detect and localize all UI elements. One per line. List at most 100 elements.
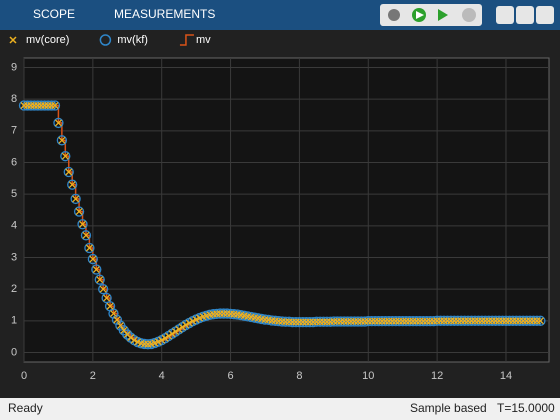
marker-circle <box>514 315 525 326</box>
y-tick-label: 0 <box>11 346 17 358</box>
marker-circle <box>366 315 377 327</box>
marker-circle <box>108 308 119 319</box>
x-tick-label: 2 <box>90 370 96 382</box>
undock-button[interactable] <box>516 6 534 24</box>
marker-circle <box>380 315 391 327</box>
marker-x <box>189 317 197 325</box>
marker-x <box>85 244 93 252</box>
marker-circle <box>352 316 364 327</box>
marker-circle <box>80 230 92 241</box>
run-icon <box>416 11 424 19</box>
tab[interactable]: MEASUREMENTS <box>114 7 215 21</box>
y-tick-label: 5 <box>11 188 17 200</box>
marker-circle <box>466 315 477 326</box>
marker-circle <box>452 315 463 326</box>
marker-circle <box>400 315 412 327</box>
marker-x <box>75 208 83 216</box>
legend-swatch <box>9 36 17 44</box>
marker-circle <box>445 315 457 326</box>
sim-controls <box>380 4 482 26</box>
y-tick-label: 3 <box>11 251 17 263</box>
marker-circle <box>487 315 498 326</box>
marker-x <box>192 316 200 324</box>
marker-x <box>106 302 114 310</box>
marker-x <box>99 285 107 293</box>
x-tick-label: 6 <box>227 370 233 382</box>
marker-circle <box>476 315 488 326</box>
menu-button[interactable] <box>536 6 554 24</box>
y-tick-label: 7 <box>11 125 17 137</box>
marker-x <box>165 332 173 340</box>
marker-circle <box>60 151 71 162</box>
x-tick-label: 8 <box>296 370 302 382</box>
marker-circle <box>418 315 429 327</box>
marker-circle <box>70 193 81 205</box>
marker-x <box>175 325 183 333</box>
marker-circle <box>36 100 47 111</box>
marker-x <box>178 323 186 331</box>
marker-circle <box>349 316 360 327</box>
marker-circle <box>67 179 78 190</box>
marker-circle <box>321 316 333 327</box>
marker-circle <box>483 315 494 326</box>
stop-button[interactable] <box>462 8 476 22</box>
legend-label: mv <box>196 34 211 46</box>
marker-x <box>82 231 90 239</box>
marker-circle <box>32 100 43 111</box>
marker-circle <box>407 315 419 327</box>
marker-circle <box>297 316 309 328</box>
marker-x <box>536 317 544 325</box>
marker-circle <box>77 219 88 230</box>
step-forward-button[interactable] <box>438 9 448 21</box>
marker-x <box>161 334 169 342</box>
marker-circle <box>493 315 505 326</box>
legend-label: mv(kf) <box>117 34 148 46</box>
marker-x <box>158 336 166 344</box>
marker-circle <box>425 315 436 327</box>
x-tick-label: 0 <box>21 370 27 382</box>
tab[interactable]: SCOPE <box>33 7 75 21</box>
marker-circle <box>469 315 481 326</box>
help-button[interactable] <box>496 6 514 24</box>
marker-circle <box>342 316 353 327</box>
marker-circle <box>414 315 426 327</box>
legend-swatch <box>179 34 194 46</box>
marker-circle <box>497 315 508 326</box>
marker-circle <box>339 316 350 327</box>
marker-circle <box>53 117 64 129</box>
marker-circle <box>528 315 539 326</box>
legend-label: mv(core) <box>26 34 69 46</box>
marker-circle <box>49 100 61 111</box>
marker-circle <box>345 316 357 327</box>
marker-circle <box>22 100 33 111</box>
marker-circle <box>521 315 532 326</box>
marker-circle <box>531 315 543 326</box>
marker-x <box>154 338 162 346</box>
marker-circle <box>294 316 305 328</box>
marker-x <box>61 152 69 160</box>
marker-circle <box>122 329 133 340</box>
marker-x <box>58 136 66 144</box>
marker-circle <box>304 316 315 328</box>
marker-circle <box>442 315 453 326</box>
marker-x <box>92 266 100 273</box>
marker-x <box>103 294 111 302</box>
marker-circle <box>63 166 74 178</box>
marker-circle <box>535 315 546 326</box>
marker-circle <box>411 315 422 327</box>
legend-swatch <box>99 34 112 46</box>
marker-x <box>79 220 86 228</box>
marker-x <box>172 328 179 336</box>
marker-circle <box>404 315 415 327</box>
marker-circle <box>218 308 229 319</box>
marker-circle <box>87 253 99 265</box>
marker-x <box>185 319 193 327</box>
step-back-button[interactable] <box>388 9 400 21</box>
y-tick-label: 4 <box>11 220 17 232</box>
marker-circle <box>490 315 501 326</box>
marker-circle <box>518 315 529 326</box>
marker-circle <box>511 315 522 326</box>
sim-time: T=15.0000 <box>497 401 555 415</box>
y-tick-label: 1 <box>11 315 17 327</box>
marker-circle <box>500 315 512 326</box>
